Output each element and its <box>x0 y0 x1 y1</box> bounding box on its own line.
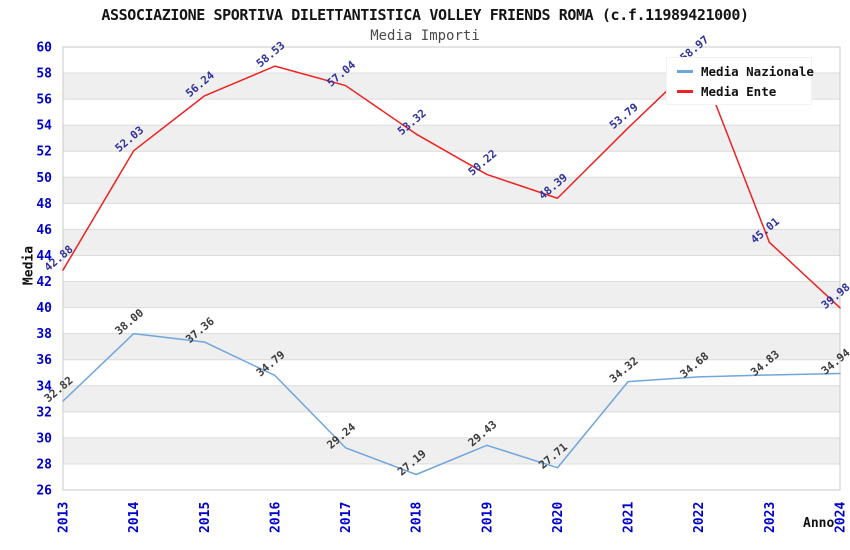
y-tick-label: 28 <box>36 457 52 472</box>
plot-band <box>63 463 840 490</box>
y-tick-label: 50 <box>36 171 52 186</box>
legend-item-media-nazionale[interactable]: Media Nazionale <box>677 63 814 79</box>
y-tick-label: 36 <box>36 353 52 368</box>
plot-band <box>63 151 840 178</box>
x-tick-label: 2022 <box>692 502 707 533</box>
legend-item-media-ente[interactable]: Media Ente <box>677 83 801 99</box>
plot-band <box>63 307 840 334</box>
plot-band <box>63 359 840 386</box>
y-tick-label: 46 <box>36 223 52 238</box>
legend: Media Nazionale Media Ente <box>666 57 814 105</box>
plot-band <box>63 229 840 256</box>
x-tick-label: 2014 <box>127 502 142 533</box>
y-tick-label: 32 <box>36 405 52 420</box>
y-tick-label: 60 <box>36 41 52 56</box>
legend-label-media-nazionale: Media Nazionale <box>701 63 814 79</box>
x-axis-title: Anno <box>803 516 835 531</box>
y-tick-label: 52 <box>36 145 52 160</box>
plot-band <box>63 255 840 282</box>
x-tick-label: 2024 <box>834 502 849 533</box>
y-tick-label: 56 <box>36 93 52 108</box>
chart-subtitle: Media Importi <box>370 28 480 44</box>
media-ente-line-swatch <box>677 89 693 93</box>
y-tick-label: 44 <box>36 249 52 264</box>
plot-band <box>63 281 840 308</box>
x-tick-label: 2018 <box>410 502 425 533</box>
plot-band <box>63 333 840 360</box>
x-tick-label: 2020 <box>551 502 566 533</box>
y-tick-label: 58 <box>36 67 52 82</box>
legend-label-media-ente: Media Ente <box>701 83 777 99</box>
y-tick-label: 34 <box>36 379 52 394</box>
plot-band <box>63 411 840 438</box>
y-tick-label: 38 <box>36 327 52 342</box>
x-tick-label: 2015 <box>198 502 213 533</box>
plot-band <box>63 125 840 152</box>
series-line-media-nazionale <box>62 332 841 476</box>
plot-band <box>63 177 840 204</box>
y-tick-label: 40 <box>36 301 52 316</box>
x-tick-label: 2019 <box>480 502 495 533</box>
y-tick-label: 42 <box>36 275 52 290</box>
plot-band <box>63 203 840 230</box>
plot-border <box>62 46 841 491</box>
y-tick-label: 26 <box>36 484 52 499</box>
plot-band <box>63 385 840 412</box>
x-tick-label: 2017 <box>339 502 354 533</box>
y-tick-label: 48 <box>36 197 52 212</box>
media-nazionale-line-swatch <box>677 69 693 73</box>
y-tick-label: 30 <box>36 431 52 446</box>
x-tick-label: 2023 <box>763 502 778 533</box>
x-tick-label: 2021 <box>622 502 637 533</box>
chart-title: ASSOCIAZIONE SPORTIVA DILETTANTISTICA VO… <box>101 6 749 24</box>
y-tick-label: 54 <box>36 119 52 134</box>
y-axis-title: Media <box>21 245 37 286</box>
x-tick-label: 2013 <box>57 502 72 533</box>
x-tick-label: 2016 <box>268 502 283 533</box>
